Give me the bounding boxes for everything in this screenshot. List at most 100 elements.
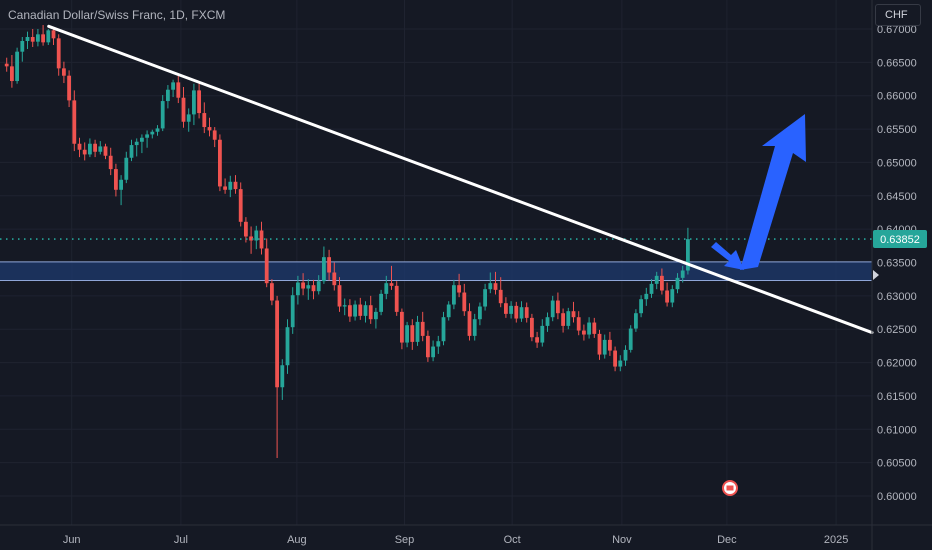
- overlay: [0, 24, 874, 496]
- candles: [4, 24, 690, 458]
- candle-body: [249, 236, 253, 241]
- candle-body: [649, 283, 654, 294]
- candle-body: [566, 311, 571, 326]
- candle-body: [524, 307, 529, 318]
- candle-body: [62, 68, 66, 76]
- candle-body: [270, 283, 274, 301]
- candle-body: [342, 305, 347, 307]
- candle-body: [202, 113, 207, 128]
- pullback-arrow-icon: [711, 242, 744, 270]
- candle-body: [218, 139, 222, 187]
- candle-body: [160, 101, 165, 129]
- candle-body: [166, 89, 170, 102]
- candle-body: [332, 272, 337, 286]
- candle-body: [602, 339, 607, 355]
- candle-body: [374, 311, 378, 320]
- candle-body: [207, 127, 212, 131]
- candle-body: [353, 304, 357, 317]
- x-tick-label: Jul: [174, 534, 188, 546]
- projection-arrow-icon: [740, 114, 806, 270]
- candle-body: [597, 333, 602, 355]
- y-tick-label: 0.66500: [877, 57, 917, 69]
- currency-button[interactable]: CHF: [875, 4, 921, 26]
- candle-body: [415, 321, 420, 342]
- candle-body: [41, 34, 45, 43]
- candle-body: [363, 305, 368, 316]
- candle-body: [228, 181, 233, 190]
- candle-body: [192, 90, 196, 115]
- x-tick-label: Dec: [717, 534, 737, 546]
- candle-body: [446, 304, 451, 318]
- candle-body: [358, 304, 363, 316]
- candle-body: [51, 30, 56, 39]
- candle-body: [628, 328, 633, 350]
- candle-body: [613, 350, 617, 367]
- candle-body: [155, 128, 160, 132]
- candle-body: [176, 82, 181, 98]
- candle-body: [665, 290, 669, 303]
- support-zone-layer: [0, 261, 872, 282]
- trendline: [47, 24, 874, 335]
- candle-body: [129, 145, 134, 158]
- candle-body: [452, 285, 456, 305]
- candle-body: [103, 146, 108, 156]
- candle-body: [644, 293, 649, 300]
- candle-body: [576, 317, 581, 331]
- candle-body: [25, 37, 30, 42]
- candle-body: [498, 289, 503, 304]
- candle-body: [686, 239, 690, 271]
- canada-flag-icon: [722, 480, 738, 496]
- candle-body: [530, 317, 534, 338]
- candle-body: [467, 311, 472, 336]
- candle-body: [582, 330, 586, 335]
- candle-body: [30, 37, 35, 42]
- candle-body: [93, 143, 97, 152]
- candle-body: [10, 66, 14, 82]
- candle-body: [150, 131, 155, 135]
- candle-body: [223, 186, 227, 190]
- candle-body: [4, 63, 9, 67]
- candle-body: [186, 114, 191, 122]
- candle-body: [306, 285, 311, 289]
- time-axis[interactable]: Jun Jul Aug Sep Oct Nov Dec 2025: [0, 524, 932, 546]
- y-tick-label: 0.61500: [877, 391, 917, 403]
- candle-body: [660, 275, 664, 291]
- candle-body: [639, 299, 643, 314]
- candle-body: [264, 248, 269, 284]
- candle-body: [504, 303, 508, 314]
- candle-body: [654, 275, 659, 284]
- y-tick-label: 0.63000: [877, 291, 917, 303]
- y-tick-label: 0.60500: [877, 458, 917, 470]
- y-tick-label: 0.65000: [877, 157, 917, 169]
- x-tick-label: Aug: [287, 534, 307, 546]
- candle-body: [140, 137, 144, 142]
- candle-body: [509, 305, 513, 314]
- candle-body: [561, 313, 565, 326]
- candle-body: [119, 179, 123, 190]
- candle-body: [608, 339, 612, 351]
- candle-body: [472, 319, 477, 336]
- candle-body: [197, 90, 201, 114]
- price-axis[interactable]: 0.67000 0.66500 0.66000 0.65500 0.65000 0.645…: [871, 0, 927, 550]
- candle-body: [670, 289, 675, 303]
- candle-body: [545, 317, 550, 326]
- flag-leaf: [726, 485, 734, 491]
- candle-body: [592, 322, 597, 334]
- candle-body: [316, 281, 321, 292]
- candle-body: [540, 325, 545, 343]
- candle-body: [114, 169, 118, 190]
- y-tick-label: 0.65500: [877, 124, 917, 136]
- candle-body: [368, 305, 373, 320]
- candle-body: [327, 257, 331, 273]
- support-zone: [0, 261, 872, 281]
- candle-body: [181, 97, 186, 122]
- candle-body: [244, 221, 248, 237]
- last-price-label-text: 0.63852: [880, 234, 920, 246]
- candle-body: [519, 307, 524, 319]
- candle-body: [462, 292, 467, 312]
- candle-body: [618, 360, 623, 367]
- candle-body: [394, 285, 399, 312]
- candle-body: [675, 277, 680, 290]
